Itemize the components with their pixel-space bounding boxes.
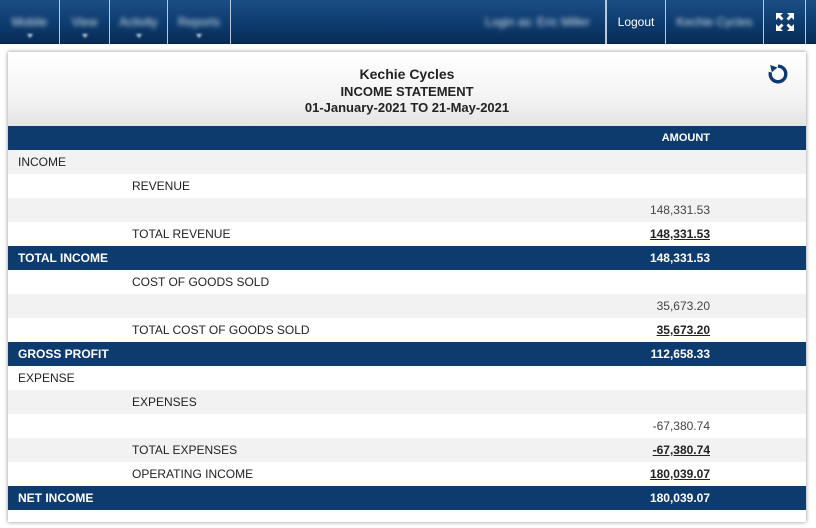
row-label: NET INCOME bbox=[8, 486, 606, 510]
table-row: OPERATING INCOME 180,039.07 bbox=[8, 462, 806, 486]
row-amount bbox=[606, 270, 806, 294]
income-statement-table: AMOUNT INCOME REVENUE 148,331.53 TOTAL R… bbox=[8, 126, 806, 510]
row-amount: 148,331.53 bbox=[606, 222, 806, 246]
top-navigation-bar: Mobile View Activity Reports Login as: E… bbox=[0, 0, 816, 44]
table-row: EXPENSE bbox=[8, 366, 806, 390]
row-label: TOTAL EXPENSES bbox=[8, 438, 606, 462]
table-total-row: NET INCOME 180,039.07 bbox=[8, 486, 806, 510]
row-amount[interactable]: 148,331.53 bbox=[606, 198, 806, 222]
company-switcher[interactable]: Kechie Cycles bbox=[666, 0, 764, 44]
row-amount bbox=[606, 174, 806, 198]
row-label: TOTAL INCOME bbox=[8, 246, 606, 270]
report-header: Kechie Cycles INCOME STATEMENT 01-Januar… bbox=[8, 52, 806, 126]
row-label: TOTAL COST OF GOODS SOLD bbox=[8, 318, 606, 342]
fullscreen-button[interactable] bbox=[764, 0, 806, 44]
report-company-name: Kechie Cycles bbox=[359, 66, 455, 82]
row-amount: 180,039.07 bbox=[606, 462, 806, 486]
nav-menu-label: View bbox=[71, 15, 98, 29]
nav-menu-label: Reports bbox=[177, 15, 221, 29]
row-amount: 148,331.53 bbox=[606, 246, 806, 270]
table-total-row: GROSS PROFIT 112,658.33 bbox=[8, 342, 806, 366]
user-login-label: Login as: Eric Miller bbox=[470, 0, 606, 44]
nav-menu-mobile[interactable]: Mobile bbox=[0, 0, 60, 44]
label-column-header bbox=[8, 126, 606, 150]
table-row: -67,380.74 bbox=[8, 414, 806, 438]
row-amount: 35,673.20 bbox=[606, 318, 806, 342]
row-amount bbox=[606, 366, 806, 390]
row-amount[interactable]: -67,380.74 bbox=[606, 414, 806, 438]
row-amount bbox=[606, 150, 806, 174]
row-label: COST OF GOODS SOLD bbox=[8, 270, 606, 294]
company-switcher-label: Kechie Cycles bbox=[676, 15, 753, 29]
row-label bbox=[8, 414, 606, 438]
row-amount: -67,380.74 bbox=[606, 438, 806, 462]
nav-menu-view[interactable]: View bbox=[60, 0, 110, 44]
report-title: INCOME STATEMENT bbox=[340, 84, 474, 99]
operating-income-amount: 180,039.07 bbox=[649, 467, 710, 481]
user-login-text: Login as: Eric Miller bbox=[485, 15, 590, 29]
table-total-row: TOTAL INCOME 148,331.53 bbox=[8, 246, 806, 270]
total-revenue-amount: 148,331.53 bbox=[649, 227, 710, 241]
chevron-down-icon bbox=[196, 34, 202, 38]
table-row: TOTAL EXPENSES -67,380.74 bbox=[8, 438, 806, 462]
row-label: EXPENSES bbox=[8, 390, 606, 414]
total-expenses-amount: -67,380.74 bbox=[652, 443, 710, 457]
row-label bbox=[8, 294, 606, 318]
chevron-down-icon bbox=[26, 34, 33, 38]
table-row: TOTAL COST OF GOODS SOLD 35,673.20 bbox=[8, 318, 806, 342]
row-label bbox=[8, 198, 606, 222]
table-header-row: AMOUNT bbox=[8, 126, 806, 150]
table-row: 35,673.20 bbox=[8, 294, 806, 318]
row-amount: 112,658.33 bbox=[606, 342, 806, 366]
nav-menu-reports[interactable]: Reports bbox=[168, 0, 231, 44]
row-amount bbox=[606, 390, 806, 414]
expand-icon bbox=[775, 13, 794, 31]
nav-menu-label: Mobile bbox=[11, 15, 48, 29]
logout-label: Logout bbox=[617, 15, 655, 29]
total-cogs-amount: 35,673.20 bbox=[656, 323, 710, 337]
table-row: REVENUE bbox=[8, 174, 806, 198]
chevron-down-icon bbox=[81, 34, 88, 38]
report-date-range: 01-January-2021 TO 21-May-2021 bbox=[304, 100, 510, 115]
table-row: INCOME bbox=[8, 150, 806, 174]
refresh-icon[interactable] bbox=[767, 63, 789, 85]
row-label: EXPENSE bbox=[8, 366, 606, 390]
nav-menu-label: Activity bbox=[119, 15, 158, 29]
row-label: TOTAL REVENUE bbox=[8, 222, 606, 246]
logout-button[interactable]: Logout bbox=[606, 0, 666, 44]
table-row: COST OF GOODS SOLD bbox=[8, 270, 806, 294]
chevron-down-icon bbox=[135, 34, 142, 38]
row-label: OPERATING INCOME bbox=[8, 462, 606, 486]
table-row: TOTAL REVENUE 148,331.53 bbox=[8, 222, 806, 246]
row-label: INCOME bbox=[8, 150, 606, 174]
row-label: REVENUE bbox=[8, 174, 606, 198]
report-panel: Kechie Cycles INCOME STATEMENT 01-Januar… bbox=[8, 52, 806, 522]
row-label: GROSS PROFIT bbox=[8, 342, 606, 366]
row-amount[interactable]: 35,673.20 bbox=[606, 294, 806, 318]
amount-column-header: AMOUNT bbox=[606, 126, 806, 150]
table-row: EXPENSES bbox=[8, 390, 806, 414]
table-row: 148,331.53 bbox=[8, 198, 806, 222]
nav-menu-activity[interactable]: Activity bbox=[110, 0, 168, 44]
row-amount: 180,039.07 bbox=[606, 486, 806, 510]
